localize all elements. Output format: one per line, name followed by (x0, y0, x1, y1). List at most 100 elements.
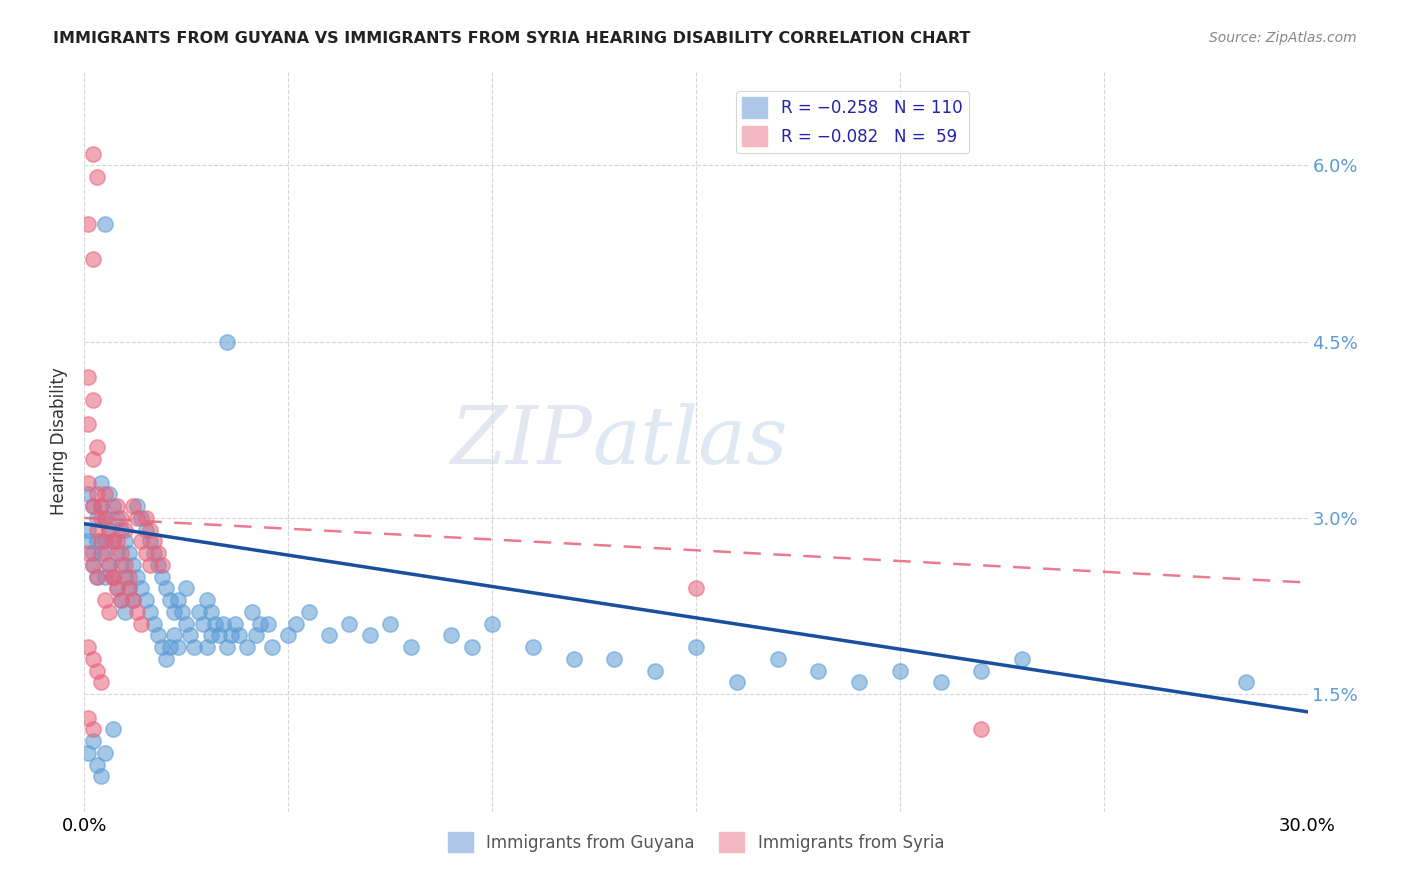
Point (90, 675, 112, 690)
Point (195, 593, 218, 607)
Point (90, 475, 112, 490)
Point (1236, 675, 1258, 690)
Point (93, 511, 115, 525)
Point (208, 628, 231, 642)
Point (105, 546, 128, 560)
Point (90, 534, 112, 549)
Point (127, 605, 149, 619)
Point (127, 570, 149, 584)
Point (77, 534, 100, 549)
Point (440, 628, 463, 642)
Point (86, 664, 108, 678)
Point (86, 757, 108, 772)
Point (82, 734, 104, 748)
Text: atlas: atlas (592, 403, 787, 480)
Point (603, 652, 626, 666)
Point (174, 582, 197, 596)
Point (114, 605, 136, 619)
Point (118, 546, 141, 560)
Point (93, 217, 115, 231)
Point (339, 616, 361, 631)
Point (219, 628, 242, 642)
Point (90, 511, 112, 525)
Point (86, 487, 108, 501)
Point (77, 475, 100, 490)
Point (167, 640, 190, 655)
Point (163, 605, 186, 619)
Point (135, 523, 157, 537)
Point (155, 652, 177, 666)
Point (110, 523, 132, 537)
Point (122, 593, 145, 607)
Point (114, 570, 136, 584)
Point (766, 652, 789, 666)
Point (131, 511, 153, 525)
Point (93, 546, 115, 560)
Point (150, 558, 173, 572)
Point (159, 593, 181, 607)
Point (77, 417, 100, 431)
Point (77, 746, 100, 760)
Legend: Immigrants from Guyana, Immigrants from Syria: Immigrants from Guyana, Immigrants from … (441, 825, 950, 859)
Point (245, 628, 267, 642)
Point (110, 546, 132, 560)
Point (359, 628, 381, 642)
Point (122, 499, 145, 513)
Point (138, 523, 160, 537)
Point (82, 652, 104, 666)
Point (187, 605, 209, 619)
Point (97, 605, 120, 619)
Point (93, 746, 115, 760)
Point (298, 605, 321, 619)
Point (110, 593, 132, 607)
Point (172, 605, 194, 619)
Point (150, 570, 173, 584)
Text: ZIP: ZIP (450, 403, 592, 480)
Point (105, 499, 128, 513)
Point (110, 558, 132, 572)
Point (97, 523, 120, 537)
Point (77, 217, 100, 231)
Point (114, 523, 136, 537)
Point (257, 616, 280, 631)
Point (86, 170, 108, 185)
Point (522, 640, 544, 655)
Point (481, 616, 503, 631)
Point (970, 723, 993, 737)
Point (562, 652, 585, 666)
Text: Source: ZipAtlas.com: Source: ZipAtlas.com (1209, 31, 1357, 45)
Point (86, 441, 108, 455)
Point (138, 558, 160, 572)
Point (318, 628, 340, 642)
Point (105, 582, 128, 596)
Point (204, 616, 226, 631)
Point (77, 487, 100, 501)
Point (82, 723, 104, 737)
Point (217, 640, 239, 655)
Point (82, 499, 104, 513)
Point (82, 546, 104, 560)
Point (77, 523, 100, 537)
Point (179, 628, 201, 642)
Point (240, 605, 263, 619)
Point (90, 499, 112, 513)
Point (135, 546, 157, 560)
Y-axis label: Hearing Disability: Hearing Disability (51, 368, 69, 516)
Point (1011, 652, 1033, 666)
Point (685, 640, 707, 655)
Point (101, 534, 124, 549)
Point (77, 546, 100, 560)
Point (122, 593, 145, 607)
Point (82, 452, 104, 467)
Point (142, 546, 165, 560)
Point (142, 534, 165, 549)
Point (90, 769, 112, 783)
Point (86, 511, 108, 525)
Point (105, 582, 128, 596)
Point (131, 616, 153, 631)
Point (86, 570, 108, 584)
Point (685, 582, 707, 596)
Point (110, 593, 132, 607)
Point (122, 558, 145, 572)
Point (93, 534, 115, 549)
